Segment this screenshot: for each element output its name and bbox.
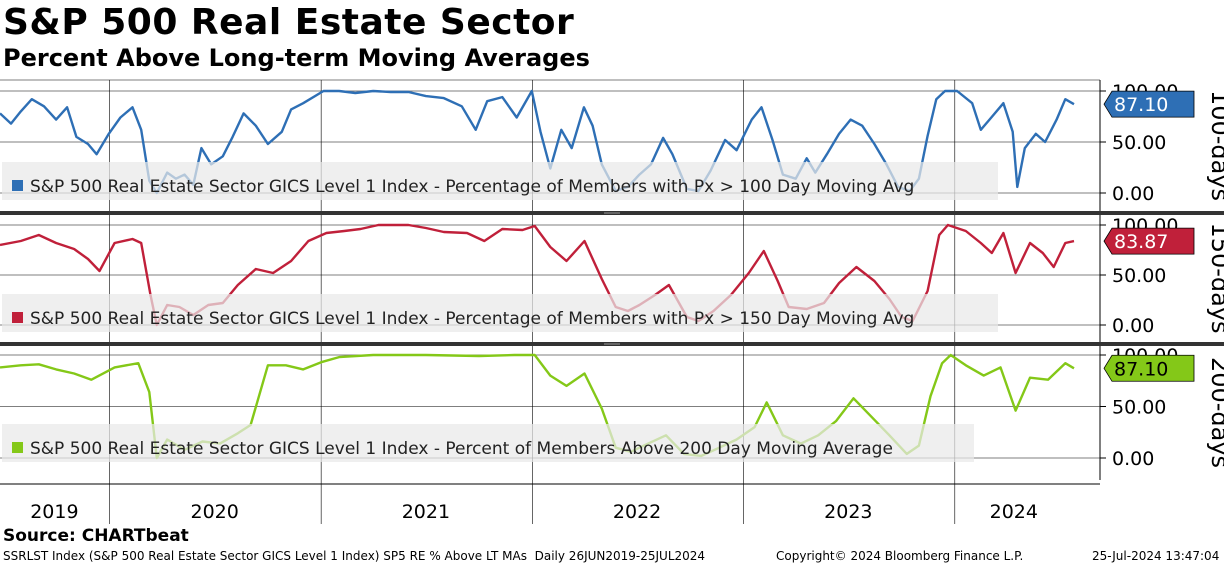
- year-label-2023: 2023: [824, 501, 872, 523]
- panel-150-days: S&P 500 Real Estate Sector GICS Level 1 …: [0, 214, 1224, 342]
- y-tick-label-150-days-1: 50.00: [1112, 265, 1166, 287]
- year-label-2020: 2020: [191, 501, 239, 523]
- legend-text-200-days: S&P 500 Real Estate Sector GICS Level 1 …: [30, 439, 893, 459]
- chart-title: S&P 500 Real Estate Sector: [3, 2, 575, 43]
- legend-swatch-100-days: [12, 180, 23, 191]
- side-label-100-days: 100-days: [1206, 90, 1224, 201]
- last-value-label-200-days: 87.10: [1114, 358, 1168, 380]
- legend-box-150-days: [2, 294, 998, 332]
- y-tick-label-100-days-1: 50.00: [1112, 132, 1166, 154]
- last-value-label-100-days: 87.10: [1114, 94, 1168, 116]
- footer-index-info: SSRLST Index (S&P 500 Real Estate Sector…: [3, 549, 706, 563]
- side-label-150-days: 150-days: [1206, 222, 1224, 333]
- last-value-tag-200-days: [1103, 354, 1195, 382]
- chart-area: 2019 2020 2021 2022 2023 2024 S&P 500 Real Est…: [0, 79, 1224, 524]
- side-label-200-days: 200-days: [1206, 357, 1224, 468]
- panel-200-days: S&P 500 Real Estate Sector GICS Level 1 …: [0, 345, 1224, 480]
- year-label-2024: 2024: [990, 501, 1038, 523]
- y-tick-label-100-days-2: 0.00: [1112, 183, 1154, 205]
- year-label-2022: 2022: [613, 501, 661, 523]
- last-value-tag-150-days: [1103, 227, 1195, 255]
- year-label-2019: 2019: [30, 501, 78, 523]
- last-value-tag-100-days: [1103, 90, 1195, 118]
- y-tick-label-200-days-1: 50.00: [1112, 397, 1166, 419]
- y-tick-label-200-days-2: 0.00: [1112, 448, 1154, 470]
- y-tick-label-150-days-2: 0.00: [1112, 315, 1154, 337]
- legend-box-200-days: [2, 424, 974, 462]
- legend-swatch-200-days: [12, 442, 23, 453]
- panel-100-days: S&P 500 Real Estate Sector GICS Level 1 …: [0, 80, 1224, 211]
- last-value-label-150-days: 83.87: [1114, 231, 1168, 253]
- legend-text-150-days: S&P 500 Real Estate Sector GICS Level 1 …: [30, 309, 914, 329]
- footer-timestamp: 25-Jul-2024 13:47:04: [1092, 549, 1220, 563]
- chart-subtitle: Percent Above Long-term Moving Averages: [3, 44, 590, 72]
- legend-box-100-days: [2, 162, 998, 200]
- source-note: Source: CHARTbeat: [3, 526, 189, 546]
- legend-text-100-days: S&P 500 Real Estate Sector GICS Level 1 …: [30, 177, 914, 197]
- legend-swatch-150-days: [12, 312, 23, 323]
- footer-copyright: Copyright© 2024 Bloomberg Finance L.P.: [776, 549, 1024, 563]
- year-label-2021: 2021: [402, 501, 450, 523]
